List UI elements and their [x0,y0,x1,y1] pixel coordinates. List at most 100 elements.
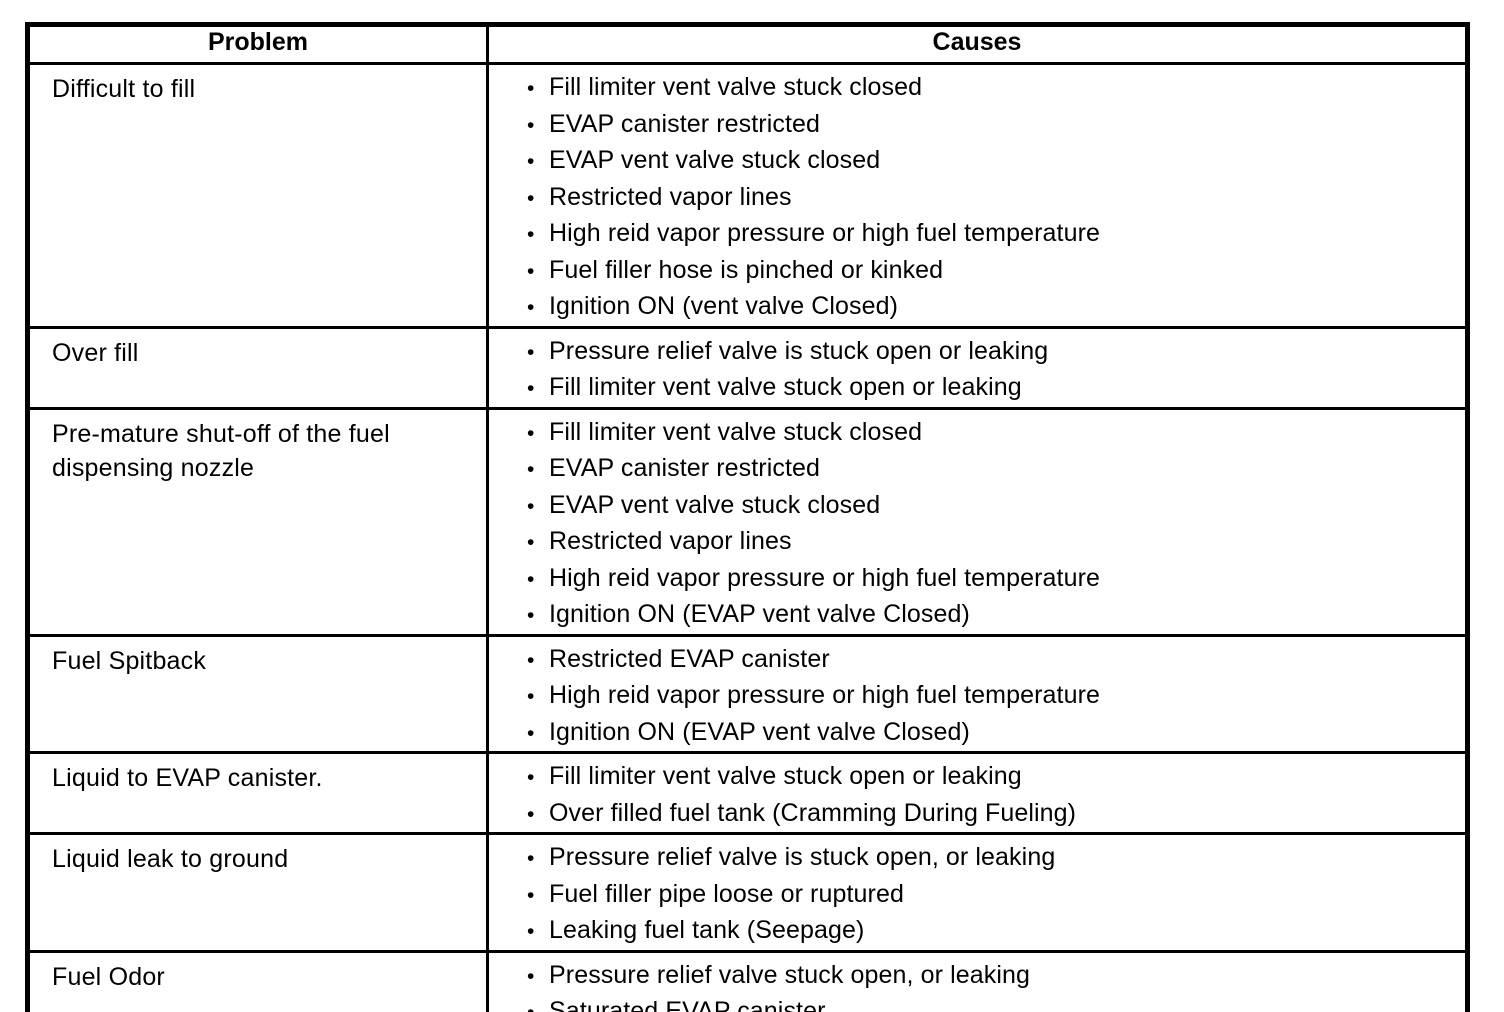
causes-cell: • Pressure relief valve stuck open, or le… [486,949,1469,1012]
causes-cell: • Fill limiter vent valve stuck closed • EV… [486,62,1469,329]
cause-item: • Over filled fuel tank (Cramming During … [527,796,1455,831]
cause-text: High reid vapor pressure or high fuel te… [549,681,1101,709]
causes-list: • Fill limiter vent valve stuck closed • EV… [491,411,1465,632]
causes-cell: • Fill limiter vent valve stuck closed • EV… [486,406,1469,637]
cause-item: • EVAP vent valve stuck closed [527,488,1455,525]
cause-item: • Ignition ON (EVAP vent valve Closed) [527,715,1455,750]
problem-column-header: Problem [26,23,489,65]
cause-text: Ignition ON (vent valve Closed) [549,292,899,320]
table-row: Pre-mature shut-off of the fuel dispensi… [26,406,1469,637]
cause-item: • EVAP canister restricted [527,451,1455,488]
cause-item: • Fuel filler hose is pinched or kinked [527,253,1455,290]
cause-text: Restricted vapor lines [549,527,792,555]
bullet-icon: • [527,531,535,554]
cause-text: Fill limiter vent valve stuck open or le… [549,373,1022,401]
cause-item: • EVAP vent valve stuck closed [527,143,1455,180]
cause-item: • High reid vapor pressure or high fuel t… [527,678,1455,715]
cause-text: EVAP canister restricted [549,454,821,482]
bullet-icon: • [527,77,535,100]
causes-cell: • Restricted EVAP canister • High reid vapo… [486,633,1469,754]
causes-cell: • Pressure relief valve is stuck open or … [486,325,1469,410]
bullet-icon: • [527,920,535,943]
cause-text: EVAP vent valve stuck closed [549,146,881,174]
cause-item: • Fill limiter vent valve stuck open or l… [527,759,1455,796]
cause-item: •Saturated EVAP canister [527,994,1455,1012]
cause-item: • Pressure relief valve is stuck open, or… [527,840,1455,877]
bullet-icon: • [527,648,535,672]
cause-item: • Fill limiter vent valve stuck open or l… [527,370,1455,405]
bullet-icon: • [527,377,535,400]
table-row: Difficult to fill • Fill limiter vent valv… [26,62,1469,329]
causes-column-header: Causes [486,23,1469,65]
causes-list: • Restricted EVAP canister • High reid vapo… [491,638,1465,750]
bullet-icon: • [527,259,535,283]
header-row: Problem Causes [26,23,1469,65]
bullet-icon: • [527,766,535,789]
problem-cell: Pre-mature shut-off of the fuel dispensi… [26,406,489,637]
cause-item: • Fuel filler pipe loose or ruptured [527,877,1455,914]
cause-item: • Ignition ON (EVAP vent valve Closed) [527,597,1455,632]
table-row: Liquid leak to ground • Pressure relief va… [26,832,1469,953]
cause-text: Fill limiter vent valve stuck closed [549,73,923,101]
cause-item: • Fill limiter vent valve stuck closed [527,70,1455,107]
cause-text: Pressure relief valve stuck open, or lea… [549,960,1031,989]
bullet-icon: • [527,340,535,364]
bullet-icon: • [527,421,535,445]
cause-text: Fill limiter vent valve stuck closed [549,417,923,446]
cause-item: • Leaking fuel tank (Seepage) [527,913,1455,948]
bullet-icon: • [527,458,535,481]
cause-item: • EVAP canister restricted [527,107,1455,144]
cause-text: Fuel filler pipe loose or ruptured [549,879,904,908]
table-header: Problem Causes [26,23,1469,65]
causes-list: • Fill limiter vent valve stuck closed • EV… [491,66,1465,324]
cause-text: Restricted vapor lines [549,182,792,211]
bullet-icon: • [527,296,535,319]
causes-list: • Pressure relief valve is stuck open, or… [491,836,1465,948]
bullet-icon: • [527,186,535,210]
cause-item: • Pressure relief valve is stuck open or … [527,334,1455,371]
cause-text: Pressure relief valve is stuck open, or … [549,843,1056,871]
cause-item: • Ignition ON (vent valve Closed) [527,289,1455,324]
table-row: Fuel Odor • Pressure relief valve stuck op… [26,949,1469,1012]
cause-item: • Restricted vapor lines [527,180,1455,217]
table-row: Liquid to EVAP canister. • Fill limiter ve… [26,751,1469,835]
cause-item: • Pressure relief valve stuck open, or le… [527,958,1455,995]
cause-text: EVAP canister restricted [549,109,821,138]
problem-cell: Fuel Spitback [26,633,489,754]
causes-list: • Pressure relief valve is stuck open or … [491,330,1465,405]
bullet-icon: • [527,604,535,627]
bullet-icon: • [527,494,535,518]
cause-text: Ignition ON (EVAP vent valve Closed) [549,600,970,628]
cause-text: Fill limiter vent valve stuck open or le… [549,762,1022,790]
problem-cell: Liquid leak to ground [26,832,489,953]
cause-text: Ignition ON (EVAP vent valve Closed) [549,717,970,746]
bullet-icon: • [527,995,549,1012]
problem-cell: Fuel Odor [26,949,489,1012]
bullet-icon: • [527,802,535,826]
cause-text: Pressure relief valve is stuck open or l… [549,336,1049,365]
cause-item: • High reid vapor pressure or high fuel t… [527,561,1455,598]
cause-text: High reid vapor pressure or high fuel te… [549,563,1101,592]
cause-text: High reid vapor pressure or high fuel te… [549,219,1101,247]
bullet-icon: • [527,113,535,137]
cause-text: Fuel filler hose is pinched or kinked [549,255,944,284]
cause-item: • Fill limiter vent valve stuck closed [527,415,1455,452]
cause-item: • High reid vapor pressure or high fuel t… [527,216,1455,253]
bullet-icon: • [527,567,535,591]
causes-list: • Fill limiter vent valve stuck open or l… [491,756,1465,831]
problem-cell: Liquid to EVAP canister. [26,751,489,835]
bullet-icon: • [527,223,535,246]
causes-list: • Pressure relief valve stuck open, or le… [491,954,1465,1012]
cause-text: EVAP vent valve stuck closed [549,490,881,519]
causes-cell: • Fill limiter vent valve stuck open or l… [486,751,1469,835]
troubleshooting-table: Problem Causes Difficult to fill • Fill li… [25,22,1470,1012]
table-body: Difficult to fill • Fill limiter vent valv… [26,62,1469,1012]
cause-text: Over filled fuel tank (Cramming During F… [549,798,1077,827]
bullet-icon: • [527,847,535,870]
bullet-icon: • [527,721,535,745]
bullet-icon: • [527,964,535,988]
problem-cell: Over fill [26,325,489,410]
bullet-icon: • [527,883,535,907]
problem-cell: Difficult to fill [26,62,489,329]
